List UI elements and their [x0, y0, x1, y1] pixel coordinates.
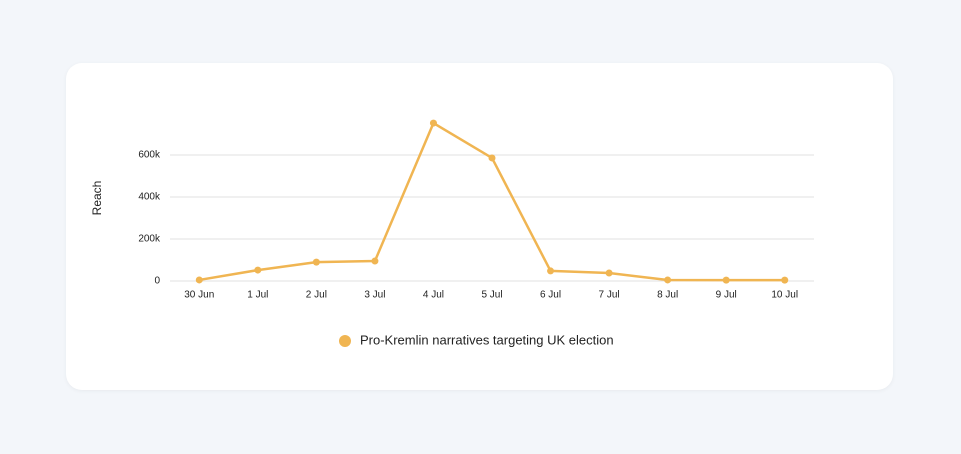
series-line: [199, 121, 785, 282]
x-tick-label: 7 Jul: [599, 290, 620, 301]
data-point: [722, 276, 730, 284]
y-tick-label: 0: [154, 276, 160, 287]
y-tick-label: 400k: [138, 192, 161, 203]
data-point: [605, 269, 613, 277]
x-tick-label: 10 Jul: [771, 290, 798, 301]
x-tick-label: 9 Jul: [716, 290, 737, 301]
data-point: [664, 276, 672, 284]
x-tick-label: 1 Jul: [247, 290, 268, 301]
data-point: [781, 276, 789, 284]
x-tick-label: 2 Jul: [306, 290, 327, 301]
data-point: [254, 266, 262, 274]
x-tick-label: 30 Jun: [184, 290, 214, 301]
x-tick-label: 4 Jul: [423, 290, 444, 301]
data-point: [312, 258, 320, 266]
data-point: [488, 154, 496, 162]
chart-card: [66, 63, 893, 390]
x-tick-label: 3 Jul: [364, 290, 385, 301]
x-tick-label: 8 Jul: [657, 290, 678, 301]
y-tick-label: 600k: [138, 150, 161, 161]
data-point: [547, 267, 555, 275]
data-point: [371, 257, 379, 265]
legend-label: Pro-Kremlin narratives targeting UK elec…: [360, 332, 614, 347]
data-point: [195, 276, 203, 284]
y-axis-label: Reach: [90, 181, 104, 216]
x-tick-label: 6 Jul: [540, 290, 561, 301]
legend-swatch: [339, 335, 351, 347]
x-tick-label: 5 Jul: [481, 290, 502, 301]
y-tick-label: 200k: [138, 234, 161, 245]
data-point: [429, 119, 437, 127]
